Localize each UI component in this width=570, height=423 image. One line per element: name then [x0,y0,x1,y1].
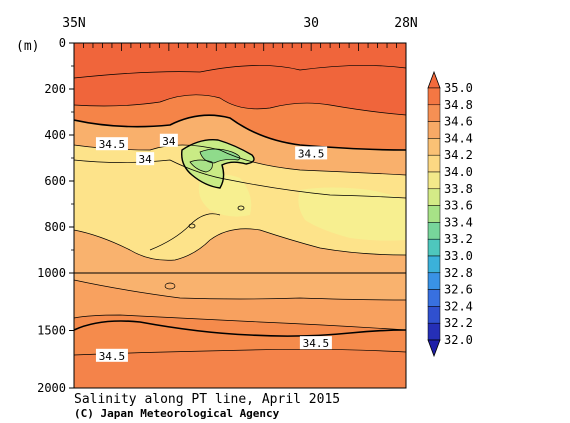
colorbar-segment [427,222,441,240]
contour-label-bg [95,137,128,151]
colorbar-label: 32.0 [444,333,473,347]
colorbar-bottom-arrow [427,339,441,358]
colorbar-label: 33.6 [444,199,473,213]
contour-label-bg [295,146,328,160]
colorbar-segment [427,154,441,173]
colorbar-segment [427,322,441,341]
colorbar-label: 33.4 [444,215,473,229]
contour-34-upper [181,139,255,189]
contour-label: 34 [139,153,153,166]
colorbar-segment [427,171,441,190]
y-tick-label: 800 [44,220,66,234]
chart-title: Salinity along PT line, April 2015 [74,392,340,407]
colorbar-label: 34.2 [444,148,473,162]
colorbar-label: 34.4 [444,131,473,145]
colorbar-label: 32.8 [444,266,473,280]
y-tick-label: 200 [44,82,66,96]
colorbar-segment [427,138,441,156]
colorbar-segment [427,121,441,139]
colorbar: 35.0 34.8 34.6 34.4 34.2 34.0 33.8 33.6 33.4 33.2… [427,70,473,358]
colorbar-label: 35.0 [444,81,473,95]
contour-label: 34 [162,135,176,148]
colorbar-label: 33.8 [444,182,473,196]
y-tick-label: 2000 [37,381,66,395]
contour-label-bg [159,133,178,147]
surface-high-salinity-region [74,43,406,115]
y-tick-label: 400 [44,128,66,142]
colorbar-segment [427,255,441,274]
contour-34-5-upper [74,114,406,151]
y-tick-label: 600 [44,174,66,188]
colorbar-segment [427,104,441,122]
x-axis: 35N 30 28N [62,16,418,51]
y-tick-label: 1500 [37,324,66,338]
colorbar-segment [427,205,441,223]
contour-label: 34.5 [298,147,325,160]
contour-label: 34.5 [303,337,330,350]
x-tick-label: 35N [62,16,85,31]
colorbar-segment [427,87,441,106]
colorbar-segment [427,238,441,257]
contour-label: 34.5 [99,350,126,363]
colorbar-label: 34.6 [444,115,473,129]
y-tick-label: 0 [59,36,66,50]
colorbar-label: 34.8 [444,98,473,112]
y-axis: 0 200 400 600 800 1000 1500 2000 [37,36,74,395]
colorbar-top-arrow [427,70,441,89]
colorbar-label: 32.2 [444,316,473,330]
colorbar-label: 32.6 [444,283,473,297]
credit-text: (C) Japan Meteorological Agency [74,407,280,420]
contour-label: 34.5 [99,138,126,151]
colorbar-segment [427,306,441,324]
y-tick-label: 1000 [37,266,66,280]
contour-label-bg [136,152,155,166]
colorbar-label: 34.0 [444,165,473,179]
y-unit-label: (m) [16,39,39,54]
contour-value-labels: 34.5 34.5 34 34 34.5 34.5 [95,133,332,363]
salinity-field [74,43,406,388]
x-tick-label: 28N [394,16,417,31]
colorbar-label: 32.4 [444,299,473,313]
contour-34-5-lower [74,320,406,337]
colorbar-label: 33.2 [444,232,473,246]
colorbar-segment [427,188,441,206]
colorbar-label: 33.0 [444,249,473,263]
plot-frame [73,42,407,389]
contour-label-bg [95,348,128,362]
contour-label-bg [299,336,332,350]
colorbar-segment [427,272,441,290]
x-tick-label: 30 [303,16,319,31]
colorbar-segment [427,289,441,307]
